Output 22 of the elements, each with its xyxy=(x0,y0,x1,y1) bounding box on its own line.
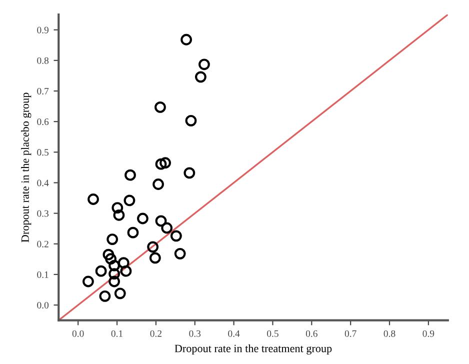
x-tick-label: 0.4 xyxy=(228,330,240,337)
y-axis-title: Dropout rate in the placebo group xyxy=(21,92,32,242)
x-tick-label: 0.7 xyxy=(344,330,356,337)
x-tick-label: 0.1 xyxy=(111,330,123,337)
y-tick-label: 0.3 xyxy=(37,210,49,217)
y-tick-label: 0.2 xyxy=(37,240,48,248)
x-tick-label: 0.6 xyxy=(306,330,318,337)
y-tick-label: 0.5 xyxy=(37,149,49,156)
x-axis-title: Dropout rate in the treatment group xyxy=(174,344,332,355)
y-tick-label: 0.4 xyxy=(37,180,49,186)
x-tick-label: 0.9 xyxy=(422,330,434,337)
x-tick-label: 0.2 xyxy=(150,330,162,337)
x-tick-label: 0.8 xyxy=(384,330,396,337)
x-tick-label: 0.3 xyxy=(189,330,201,337)
x-tick-label: 0.5 xyxy=(267,330,278,337)
y-tick-label: 0.1 xyxy=(37,271,48,278)
x-tick-label: 0.0 xyxy=(72,330,84,337)
y-tick-label: 0.7 xyxy=(37,88,49,95)
y-tick-label: 0.0 xyxy=(37,302,49,309)
y-tick-label: 0.9 xyxy=(37,26,49,34)
y-tick-label: 0.8 xyxy=(37,57,49,64)
y-tick-label: 0.6 xyxy=(37,118,49,126)
